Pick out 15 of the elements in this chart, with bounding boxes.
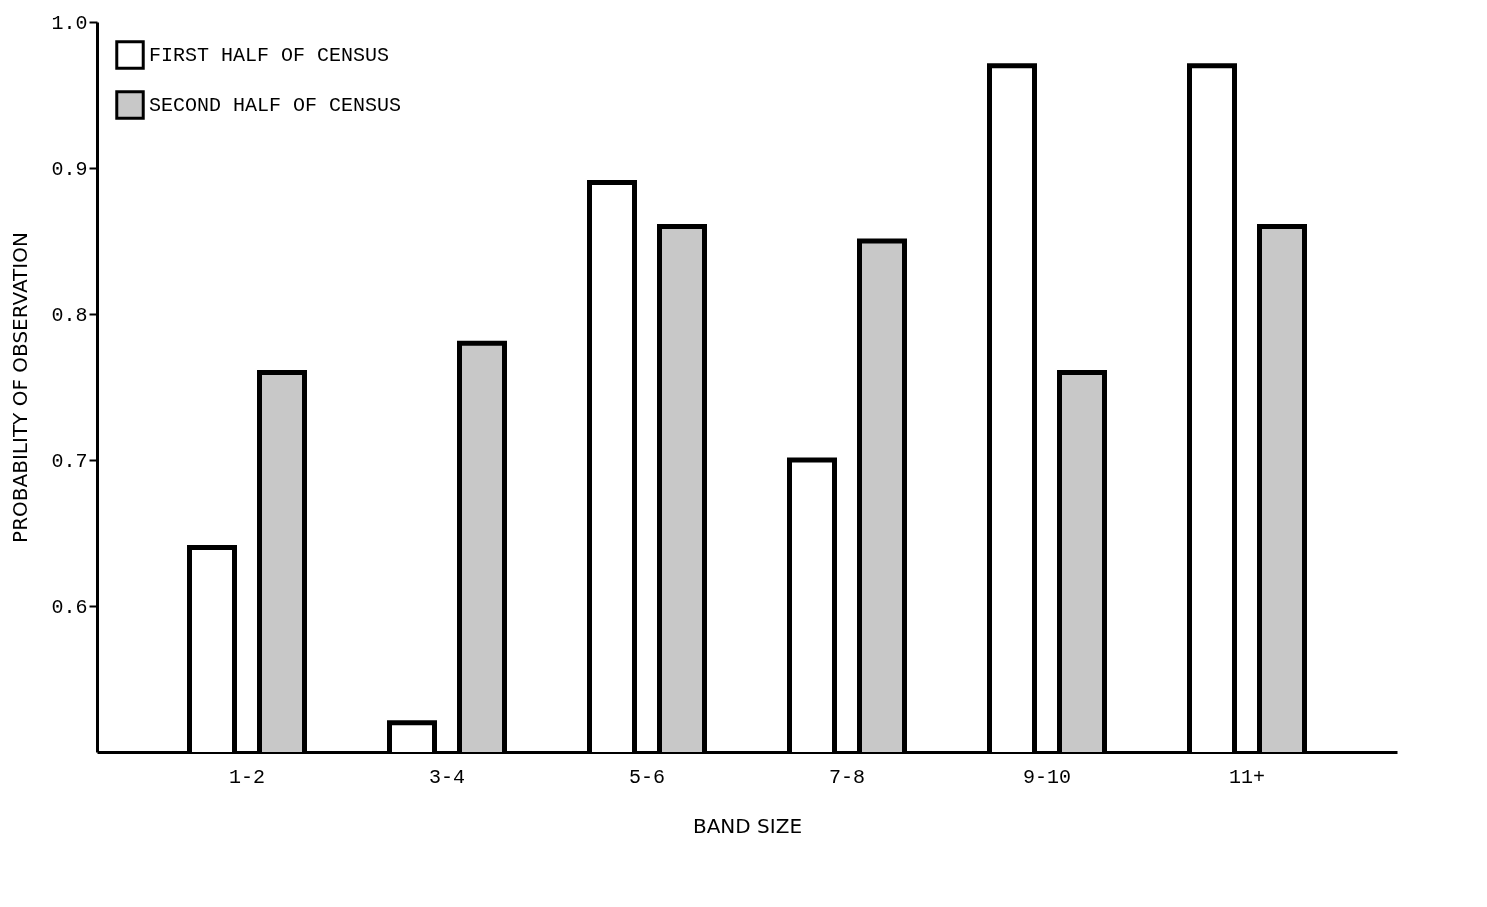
x-tick-label: 1-2 [228, 765, 266, 789]
y-tick-label: 0.9 [51, 157, 88, 181]
legend-label: SECOND HALF OF CENSUS [149, 94, 402, 117]
x-tick-label: 11+ [1228, 765, 1266, 789]
x-tick-label: 7-8 [828, 765, 866, 789]
y-tick-label: 0.8 [51, 303, 88, 327]
x-tick-label: 3-4 [428, 765, 466, 789]
x-tick-label: 9-10 [1022, 765, 1072, 789]
y-tick-label: 0.7 [51, 449, 88, 473]
x-axis-title: BAND SIZE [692, 813, 803, 838]
legend-label: FIRST HALF OF CENSUS [149, 44, 390, 67]
x-tick-label: 5-6 [628, 765, 666, 789]
y-tick-label: 1.0 [51, 11, 88, 35]
y-tick-label: 0.6 [51, 595, 88, 619]
y-axis-title: PROBABILITY OF OBSERVATION [8, 232, 33, 543]
